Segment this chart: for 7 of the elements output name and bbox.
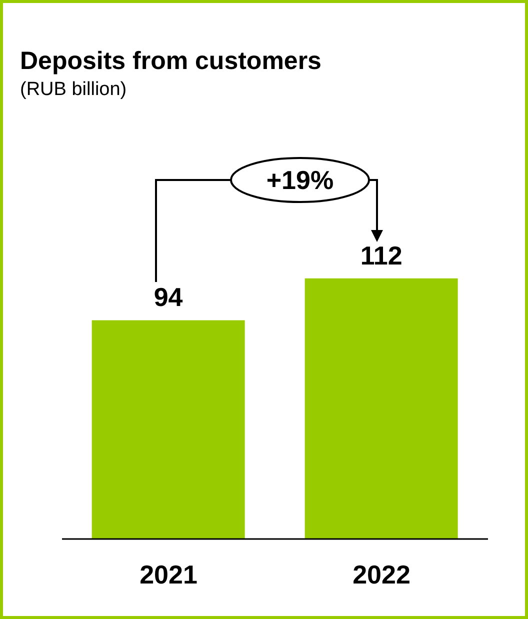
x-tick-label: 2022	[352, 559, 410, 590]
chart-subtitle: (RUB billion)	[20, 79, 127, 101]
chart-title: Deposits from customers	[20, 47, 322, 76]
text: +19%	[266, 165, 334, 195]
data-label: 112	[360, 240, 402, 270]
data-label: 94	[154, 282, 184, 312]
x-tick-label: 2021	[140, 559, 198, 590]
